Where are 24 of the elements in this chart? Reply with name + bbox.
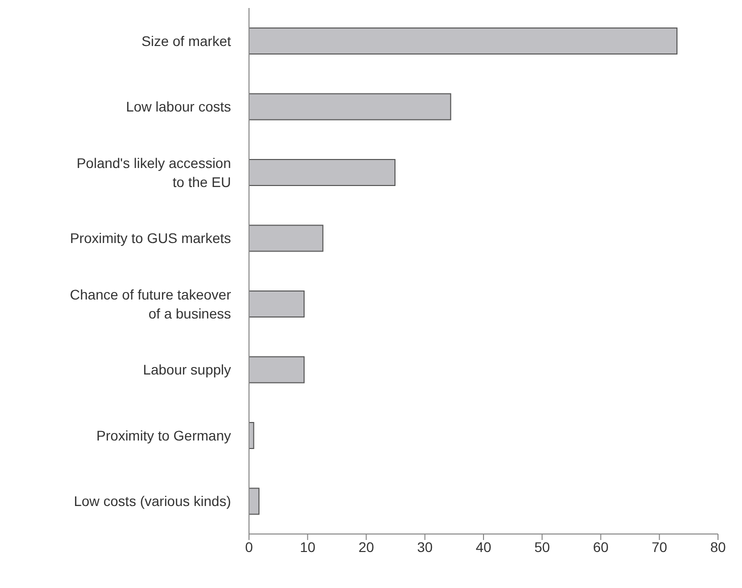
bar (249, 356, 305, 384)
y-tick-label: Low labour costs (126, 98, 231, 115)
y-tick-label: Chance of future takeover of a business (70, 286, 232, 322)
x-tick-label: 0 (245, 538, 254, 555)
x-tick-label: 40 (476, 538, 492, 555)
x-tick-label: 50 (534, 538, 550, 555)
x-tick-label: 70 (652, 538, 668, 555)
x-tick-label: 30 (417, 538, 433, 555)
y-tick-label: Size of market (142, 32, 232, 49)
y-tick-label: Poland's likely accession to the EU (76, 154, 231, 190)
y-tick-label: Low costs (various kinds) (74, 493, 231, 510)
bar (249, 488, 260, 515)
y-tick-label: Labour supply (143, 362, 231, 378)
bar (249, 93, 452, 120)
y-tick-label: Proximity to GUS markets (70, 230, 231, 246)
bar (249, 290, 305, 318)
bar (249, 28, 678, 54)
x-tick-label: 60 (592, 538, 609, 555)
x-tick-label: 10 (300, 538, 316, 555)
x-tick-label: 20 (358, 538, 374, 555)
x-tick-label: 80 (710, 538, 726, 555)
bar (249, 159, 396, 186)
y-tick-label: Proximity to Germany (96, 427, 231, 444)
bar (249, 224, 324, 252)
